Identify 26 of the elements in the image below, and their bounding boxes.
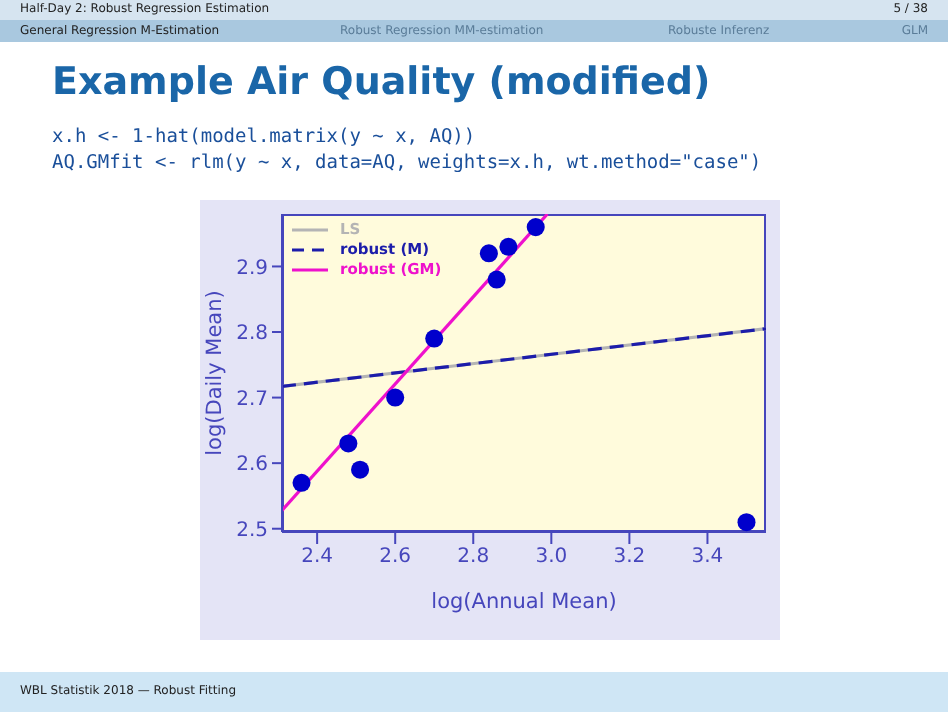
x-tick-label: 3.4 xyxy=(691,546,724,569)
point xyxy=(339,434,358,453)
y-tick-label: 2.5 xyxy=(236,519,268,542)
text: AQ.GMfit <- rlm(y ∼ x, data=AQ, weights=x.h, wt.method="case") xyxy=(52,150,762,176)
point xyxy=(526,218,545,237)
y-tick-label: 2.7 xyxy=(236,388,268,411)
point xyxy=(479,244,498,263)
x-tick-label: 2.4 xyxy=(301,546,334,569)
y-axis-title: log(Daily Mean) xyxy=(203,290,228,456)
x-tick-label: 3.2 xyxy=(613,546,646,569)
x-tick-label: 2.6 xyxy=(379,546,412,569)
point xyxy=(292,473,311,492)
y-tick-label: 2.6 xyxy=(236,454,268,477)
y-tick-label: 2.8 xyxy=(236,323,268,346)
text: x.h <- 1-hat(model.matrix(y ∼ x, AQ)) xyxy=(52,124,478,150)
point xyxy=(499,237,518,256)
point xyxy=(386,388,405,407)
point xyxy=(425,329,444,348)
point xyxy=(487,270,506,289)
point xyxy=(737,513,756,532)
y-tick-label: 2.9 xyxy=(236,257,268,280)
x-tick-label: 2.8 xyxy=(457,546,490,569)
x-tick-label: 3.0 xyxy=(535,546,568,569)
point xyxy=(351,460,370,479)
x-axis-title: log(Annual Mean) xyxy=(431,590,617,614)
chart-title: Example Air Quality (modified) xyxy=(52,60,711,104)
